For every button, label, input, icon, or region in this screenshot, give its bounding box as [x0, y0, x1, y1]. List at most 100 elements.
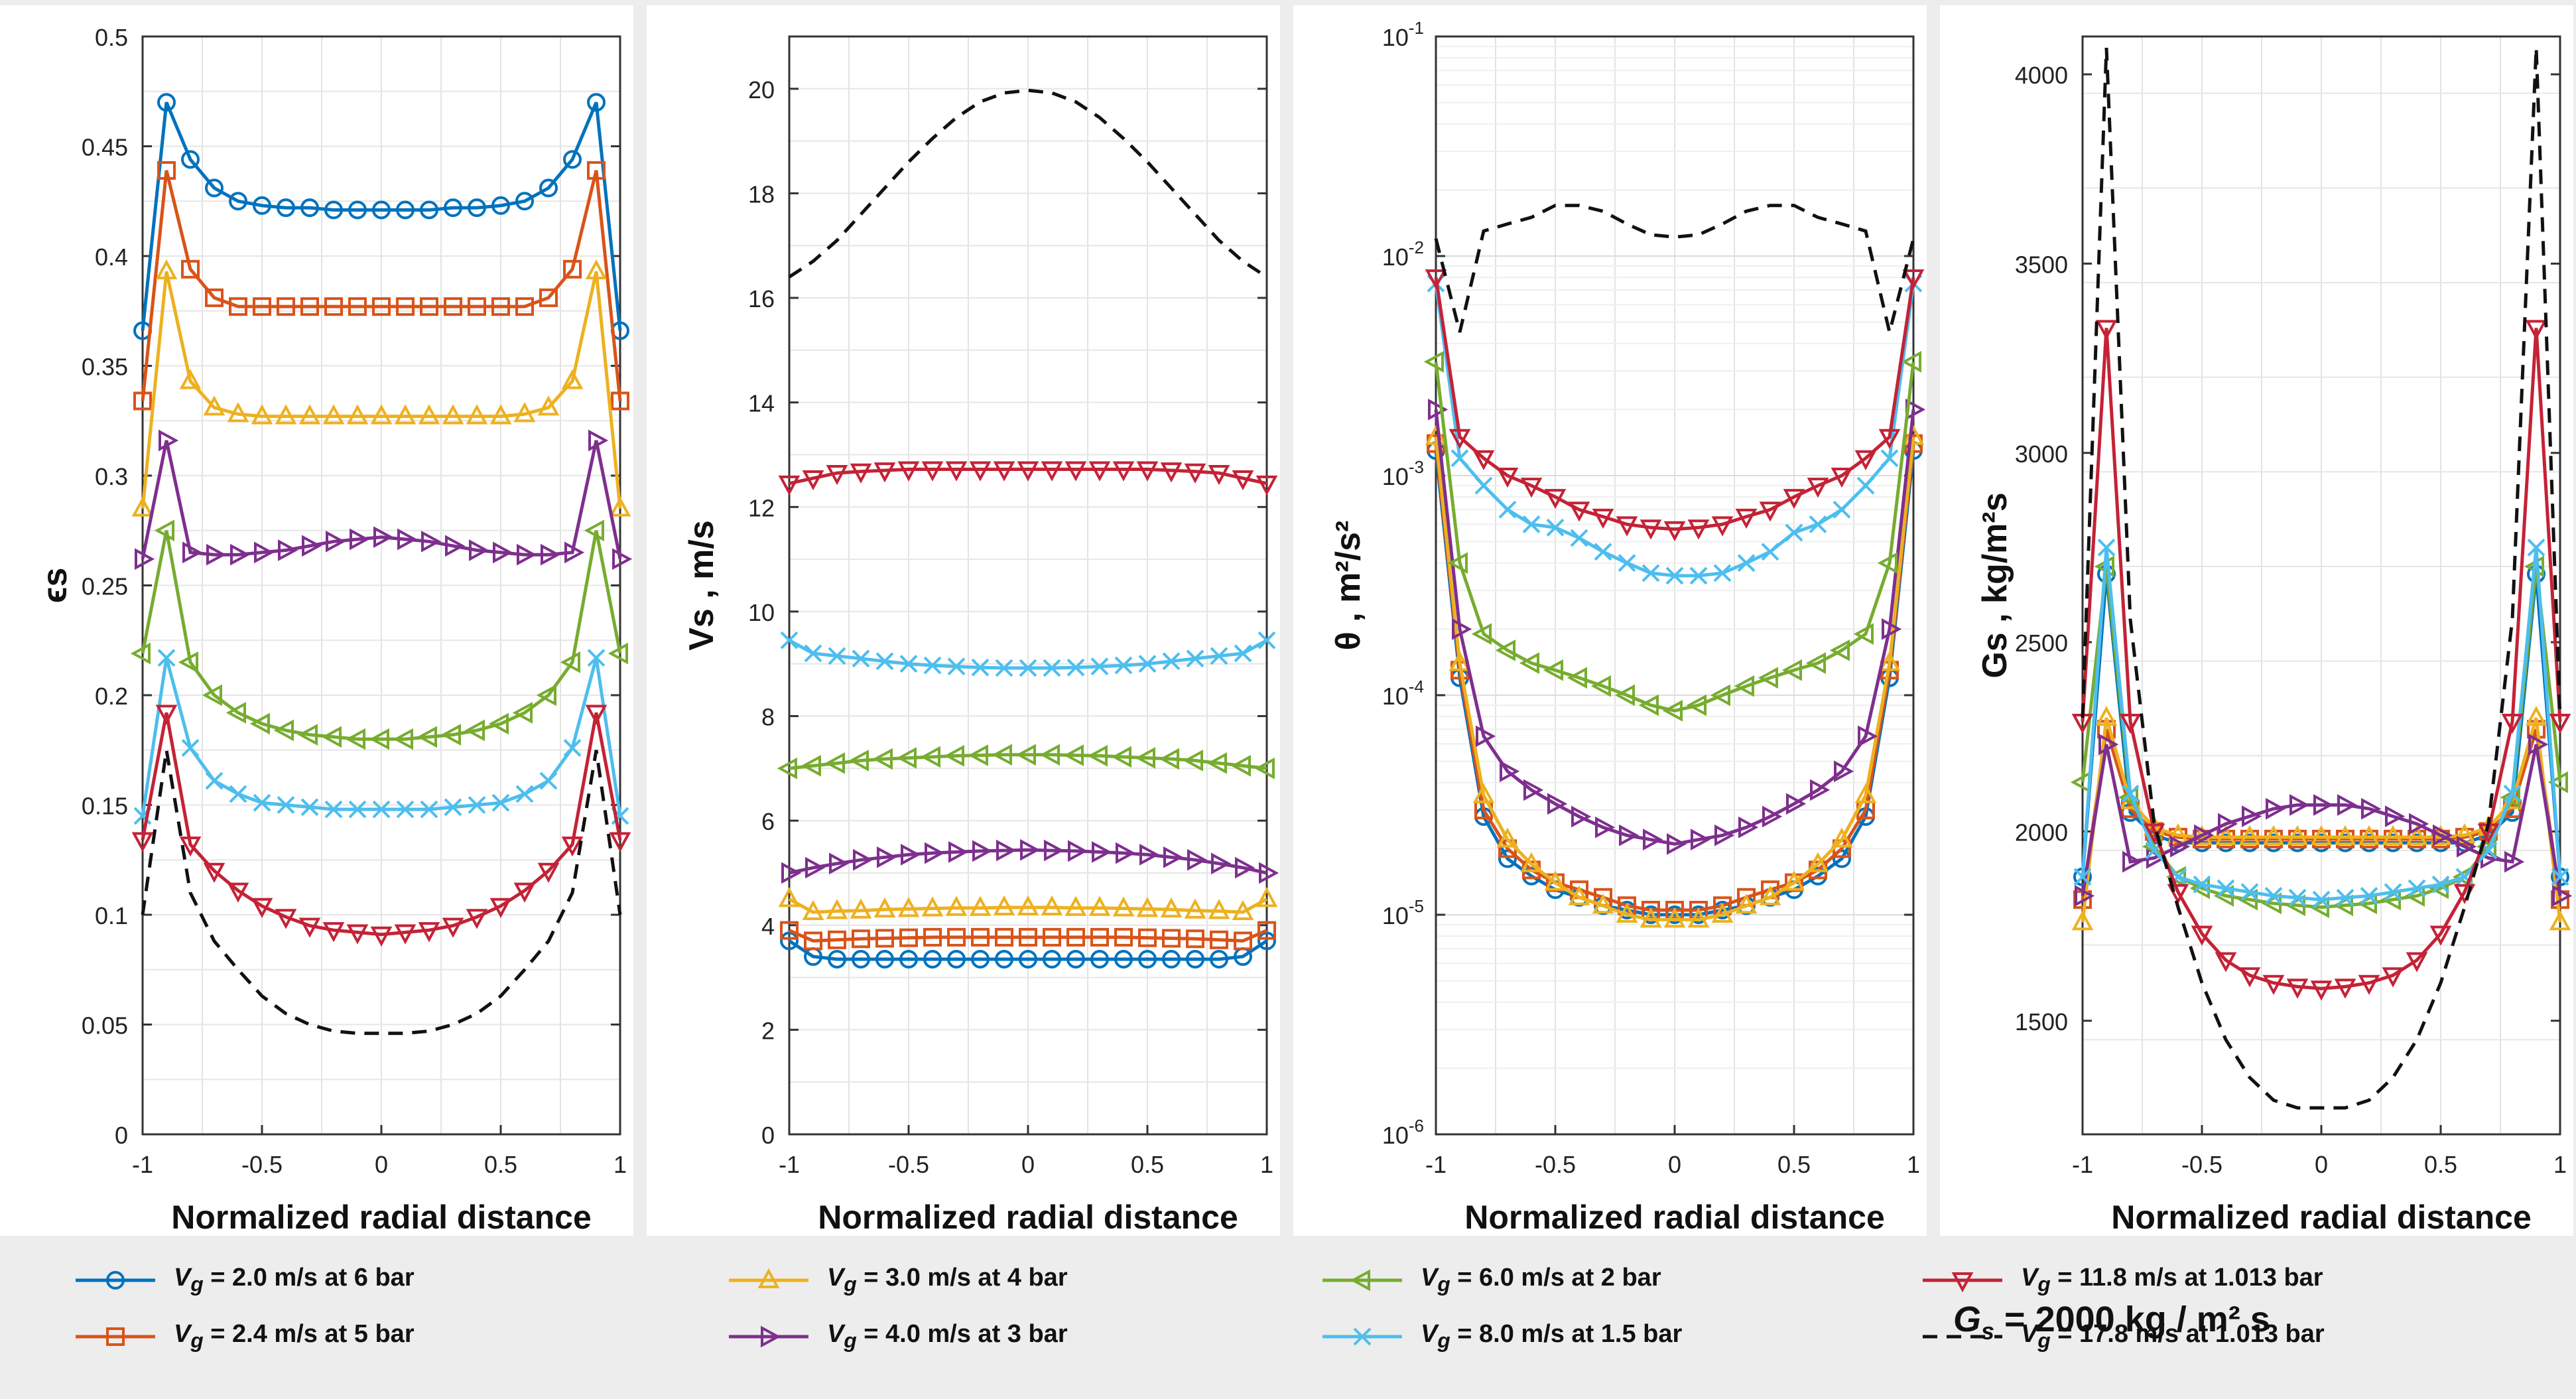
data-point [372, 200, 391, 220]
legend-item: Vg = 2.4 m/s at 5 bar [73, 1320, 415, 1353]
x-tick-label: -1 [779, 1151, 800, 1178]
data-point [205, 178, 224, 198]
x-tick-label: -0.5 [241, 1151, 283, 1178]
data-point [2170, 835, 2191, 858]
data-point [275, 909, 297, 929]
data-point [777, 757, 797, 779]
legend-item: Vg = 8.0 m/s at 1.5 bar [1320, 1320, 1682, 1353]
data-point [466, 404, 488, 425]
series-5 [130, 519, 628, 750]
x-tick-label: -1 [132, 1151, 153, 1178]
y-tick-exponent: -3 [1409, 457, 1424, 477]
data-point [1017, 895, 1039, 915]
y-tick-base: 10 [1382, 902, 1409, 929]
data-point [277, 297, 295, 316]
data-point [468, 796, 486, 814]
data-point [1043, 927, 1061, 947]
data-point [513, 402, 536, 423]
data-point [181, 739, 200, 757]
data-point [1544, 870, 1567, 891]
data-point [2262, 825, 2285, 846]
data-point [1714, 824, 1735, 846]
data-point [923, 949, 942, 968]
data-point [2334, 978, 2356, 999]
data-point [2525, 706, 2547, 726]
data-point [2313, 794, 2334, 816]
series-6 [1427, 274, 1923, 585]
series-8 [788, 88, 1268, 279]
x-tick-label: -1 [1425, 1151, 1447, 1178]
data-point [1781, 659, 1802, 681]
data-point [1160, 897, 1183, 918]
data-point [541, 543, 561, 566]
data-point [1759, 885, 1781, 905]
data-point [205, 771, 224, 790]
data-point [1520, 478, 1543, 498]
y-tick-label: 4 [761, 913, 775, 940]
data-point [897, 461, 920, 482]
data-point [350, 528, 370, 551]
data-point [1592, 508, 1614, 529]
data-point [1232, 470, 1254, 491]
data-point [585, 259, 608, 280]
data-point [253, 196, 271, 215]
data-point [1711, 516, 1734, 537]
data-point [181, 150, 200, 169]
legend-swatch-marker [106, 1270, 125, 1290]
data-point [1066, 949, 1085, 968]
data-point [995, 949, 1013, 968]
legend-item: Vg = 2.0 m/s at 6 bar [73, 1264, 415, 1297]
data-point [1256, 475, 1278, 496]
data-point [921, 896, 944, 917]
data-point [1570, 529, 1588, 547]
data-point [348, 200, 367, 220]
data-point [611, 391, 629, 411]
data-point [1592, 894, 1614, 914]
data-point [2382, 967, 2404, 988]
data-point [801, 755, 821, 777]
data-point [1449, 651, 1471, 671]
data-point [2384, 883, 2402, 901]
data-point [1543, 659, 1563, 681]
legend-swatch [1322, 1327, 1402, 1346]
y-tick-exponent: -2 [1409, 237, 1424, 257]
panel-2: 0 2 4 6 8 10 12 14 16 18 20 -1 -0.5 0 0.5 1 Normalized r… [647, 5, 1280, 1236]
data-point [2310, 825, 2333, 846]
data-point [1210, 930, 1228, 949]
legend-symbol: V [1421, 1264, 1438, 1292]
data-point [1758, 667, 1778, 689]
data-point [1495, 639, 1515, 661]
data-point [1090, 657, 1109, 676]
data-point [1496, 827, 1519, 848]
data-point [513, 882, 536, 903]
y-tick-label: 0.3 [95, 463, 128, 490]
y-tick-label: 10-2 [1382, 237, 1424, 271]
data-point [1450, 449, 1469, 468]
x-tick-label: 1 [2553, 1151, 2567, 1178]
data-point [469, 539, 489, 561]
data-point [418, 922, 440, 943]
data-point [587, 161, 606, 180]
data-point [585, 704, 608, 725]
legend-label: Vg = 11.8 m/s at 1.013 bar [2021, 1264, 2323, 1297]
data-point [875, 652, 894, 671]
data-point [2240, 883, 2259, 901]
data-point [2433, 824, 2453, 846]
data-point [852, 649, 870, 668]
data-point [923, 927, 942, 947]
series-7 [1425, 269, 1925, 542]
data-point [182, 541, 203, 564]
data-point [1257, 931, 1276, 951]
data-point [326, 530, 346, 553]
data-point [491, 196, 510, 215]
data-point [2264, 829, 2283, 848]
data-point [2193, 875, 2211, 894]
data-point [1116, 842, 1136, 864]
data-point [230, 543, 251, 566]
data-point [1114, 656, 1133, 675]
data-point [227, 402, 249, 423]
data-point [2143, 823, 2165, 844]
data-point [563, 259, 582, 279]
data-point [324, 800, 343, 819]
